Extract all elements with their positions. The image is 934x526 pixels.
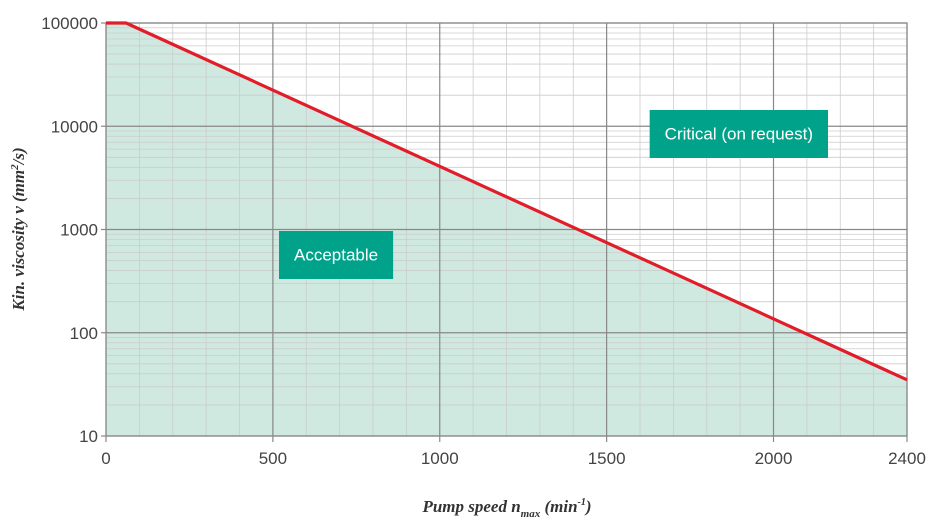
x-tick-label: 2400: [888, 449, 926, 468]
region-label-acceptable: Acceptable: [279, 231, 394, 279]
region-label-text: Acceptable: [294, 246, 378, 265]
y-tick-label: 10000: [51, 117, 98, 136]
y-tick-label: 100: [70, 324, 98, 343]
region-label-critical: Critical (on request): [649, 110, 828, 158]
x-tick-label: 1000: [421, 449, 459, 468]
x-axis-title: Pump speed nmax (min-1): [421, 497, 591, 520]
region-label-box: [279, 231, 394, 279]
x-tick-label: 500: [259, 449, 287, 468]
x-tick-label: 1500: [588, 449, 626, 468]
x-tick-label: 2000: [755, 449, 793, 468]
y-tick-label: 10: [79, 427, 98, 446]
region-label-text: Critical (on request): [665, 125, 813, 144]
y-tick-label: 100000: [41, 14, 98, 33]
max-viscosity-line: [106, 21, 908, 382]
x-tick-label: 0: [101, 449, 110, 468]
region-label-box: [649, 110, 828, 158]
y-axis-title: Kin. viscosity ν (mm2/s): [9, 147, 28, 311]
y-tick-label: 1000: [60, 221, 98, 240]
